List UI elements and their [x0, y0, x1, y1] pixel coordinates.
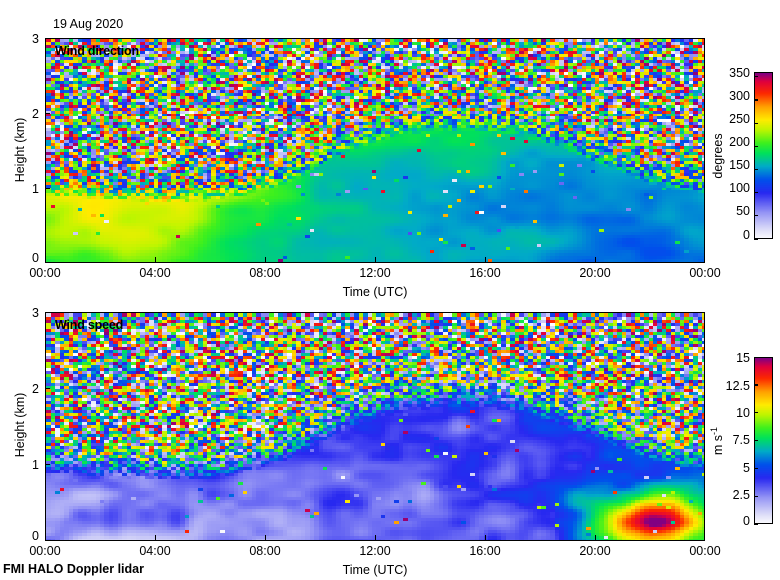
footer-credit: FMI HALO Doppler lidar — [3, 562, 144, 576]
colorbar-title-wind-speed-units: m s-1 — [708, 391, 725, 491]
cb-tick-mark-0-0 — [754, 238, 758, 240]
axis-title-y-wind-direction: Height (km) — [13, 117, 27, 183]
cb-tick-label-ws-12.5: 12.5 — [725, 379, 750, 393]
xtick-label-ws-0: 00:00 — [29, 544, 61, 558]
xtick-label-wd-3: 12:00 — [359, 266, 391, 280]
xtick-mark-wd-4 — [485, 257, 487, 262]
cb-tick-mark-0-2 — [754, 192, 758, 194]
cb-tick-mark-0-6 — [754, 99, 758, 101]
colorbar-unit-text: m s — [711, 434, 725, 456]
cb-tick-label-ws-15: 15 — [736, 351, 750, 365]
heatmap-wind-speed — [46, 313, 704, 540]
xtick-label-ws-5: 20:00 — [579, 544, 611, 558]
date-stamp: 19 Aug 2020 — [53, 17, 124, 31]
ytick-label-ws-3: 3 — [32, 306, 39, 320]
xtick-label-wd-1: 04:00 — [139, 266, 171, 280]
xtick-mark-wd-3 — [375, 257, 377, 262]
xtick-label-wd-0: 00:00 — [29, 266, 61, 280]
cb-tick-label-wd-100: 100 — [729, 181, 750, 195]
cb-tick-mark-1-4 — [754, 412, 758, 414]
cb-tick-label-wd-0: 0 — [743, 228, 750, 242]
ytick-mark-ws-2 — [45, 388, 50, 390]
xtick-mark-ws-5 — [595, 535, 597, 540]
colorbar-wind-direction — [754, 72, 773, 239]
axis-title-x-wind-direction: Time (UTC) — [342, 285, 408, 299]
cb-tick-label-ws-0: 0 — [743, 514, 750, 528]
cb-tick-mark-1-2 — [754, 467, 758, 470]
ytick-label-wd-0: 0 — [32, 251, 39, 265]
xtick-mark-wd-5 — [595, 257, 597, 262]
cb-tick-mark-0-7 — [754, 76, 758, 78]
ytick-mark-wd-2 — [45, 113, 50, 115]
ytick-label-wd-2: 2 — [32, 107, 39, 121]
ytick-label-wd-3: 3 — [32, 32, 39, 46]
cb-tick-mark-0-3 — [754, 168, 758, 171]
xtick-label-ws-2: 08:00 — [249, 544, 281, 558]
cb-tick-label-ws-5: 5 — [743, 461, 750, 475]
ytick-mark-ws-1 — [45, 464, 50, 466]
cb-tick-label-wd-250: 250 — [729, 112, 750, 126]
cb-tick-mark-1-5 — [754, 384, 758, 386]
heatmap-wind-direction — [46, 39, 704, 262]
xtick-mark-wd-2 — [265, 257, 267, 262]
cb-tick-mark-1-6 — [754, 356, 758, 358]
cb-tick-mark-0-1 — [754, 215, 758, 217]
xtick-mark-ws-3 — [375, 535, 377, 540]
panel-label-wind-speed: Wind speed — [55, 318, 124, 332]
ytick-label-wd-1: 1 — [32, 182, 39, 196]
axis-title-x-wind-speed: Time (UTC) — [342, 563, 408, 577]
cb-tick-mark-1-3 — [754, 440, 758, 442]
xtick-label-wd-4: 16:00 — [469, 266, 501, 280]
ytick-label-ws-2: 2 — [32, 382, 39, 396]
cb-tick-label-wd-150: 150 — [729, 158, 750, 172]
cb-tick-label-ws-2.5: 2.5 — [732, 488, 750, 502]
cb-tick-label-ws-10: 10 — [736, 406, 750, 420]
xtick-label-ws-1: 04:00 — [139, 544, 171, 558]
cb-tick-mark-0-4 — [754, 145, 758, 147]
ytick-label-ws-0: 0 — [32, 529, 39, 543]
cb-tick-label-wd-50: 50 — [736, 204, 750, 218]
cb-tick-label-wd-350: 350 — [729, 66, 750, 80]
cb-tick-label-wd-300: 300 — [729, 89, 750, 103]
panel-wind-direction: Wind direction — [45, 38, 705, 263]
xtick-label-ws-4: 16:00 — [469, 544, 501, 558]
cb-tick-mark-0-5 — [754, 122, 758, 124]
xtick-mark-ws-1 — [155, 535, 157, 540]
cb-tick-label-ws-7.5: 7.5 — [732, 433, 750, 447]
xtick-label-ws-3: 12:00 — [359, 544, 391, 558]
xtick-mark-ws-4 — [485, 535, 487, 540]
xtick-label-wd-5: 20:00 — [579, 266, 611, 280]
xtick-label-wd-2: 08:00 — [249, 266, 281, 280]
xtick-mark-ws-2 — [265, 535, 267, 540]
ytick-mark-wd-1 — [45, 188, 50, 190]
colorbar-title-degrees: degrees — [711, 133, 725, 179]
cb-tick-mark-1-1 — [754, 495, 758, 497]
colorbar-gradient-wind-direction — [755, 73, 772, 238]
panel-label-wind-direction: Wind direction — [55, 44, 139, 58]
ytick-label-ws-1: 1 — [32, 458, 39, 472]
colorbar-unit-exponent: -1 — [708, 426, 719, 435]
xtick-mark-wd-1 — [155, 257, 157, 262]
panel-wind-speed: Wind speed — [45, 312, 705, 541]
colorbar-gradient-wind-speed — [755, 358, 772, 523]
cb-tick-label-wd-200: 200 — [729, 135, 750, 149]
xtick-label-ws-6: 00:00 — [689, 544, 721, 558]
cb-tick-mark-1-0 — [754, 523, 758, 525]
xtick-label-wd-6: 00:00 — [689, 266, 721, 280]
axis-title-y-wind-speed: Height (km) — [13, 392, 27, 458]
